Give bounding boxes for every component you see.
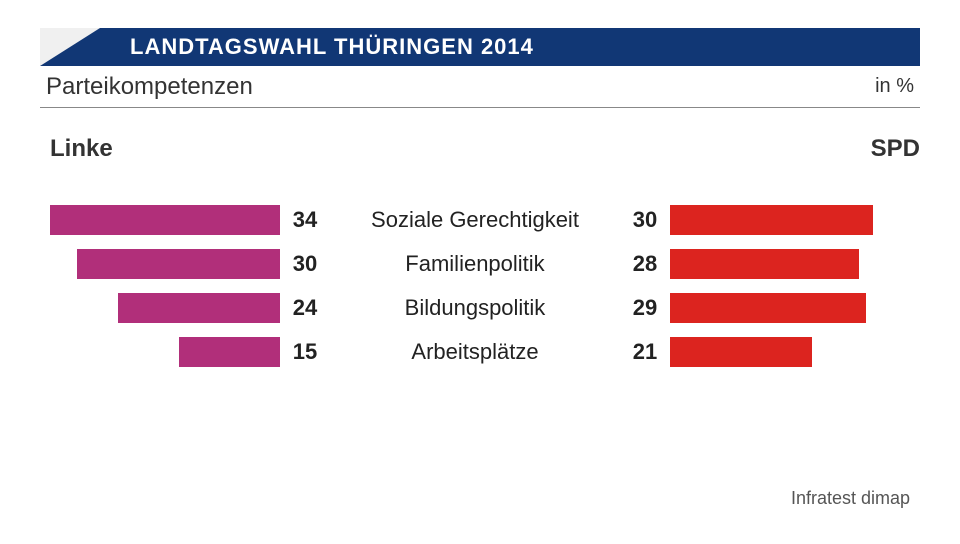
- bar-right-container: [670, 249, 900, 279]
- unit-label: in %: [875, 75, 914, 98]
- value-right: 30: [620, 207, 670, 233]
- bar-right-container: [670, 205, 900, 235]
- bar-right: [670, 249, 859, 279]
- category-label: Familienpolitik: [330, 248, 620, 280]
- header-band: LANDTAGSWAHL THÜRINGEN 2014: [40, 28, 920, 66]
- bar-right: [670, 293, 866, 323]
- bar-left: [50, 205, 280, 235]
- party-right-label: SPD: [871, 135, 920, 163]
- subtitle: Parteikompetenzen: [46, 73, 253, 101]
- chart-row: 15Arbeitsplätze21: [50, 332, 910, 372]
- value-right: 28: [620, 251, 670, 277]
- bar-right-container: [670, 337, 900, 367]
- chart-area: 34Soziale Gerechtigkeit3030Familienpolit…: [50, 200, 910, 376]
- source-attribution: Infratest dimap: [791, 488, 910, 509]
- bar-left: [179, 337, 280, 367]
- bar-left: [118, 293, 280, 323]
- category-label: Soziale Gerechtigkeit: [330, 204, 620, 236]
- value-left: 30: [280, 251, 330, 277]
- bar-left: [77, 249, 280, 279]
- value-left: 34: [280, 207, 330, 233]
- party-left-label: Linke: [50, 135, 113, 163]
- bar-right: [670, 337, 812, 367]
- bar-left-container: [50, 293, 280, 323]
- chart-row: 24Bildungspolitik29: [50, 288, 910, 328]
- chart-row: 30Familienpolitik28: [50, 244, 910, 284]
- subheader-row: Parteikompetenzen in %: [40, 66, 920, 108]
- value-left: 24: [280, 295, 330, 321]
- header-title: LANDTAGSWAHL THÜRINGEN 2014: [130, 34, 534, 60]
- category-label: Arbeitsplätze: [330, 336, 620, 368]
- value-right: 29: [620, 295, 670, 321]
- value-right: 21: [620, 339, 670, 365]
- bar-right-container: [670, 293, 900, 323]
- bar-left-container: [50, 337, 280, 367]
- category-label: Bildungspolitik: [330, 292, 620, 324]
- bar-left-container: [50, 205, 280, 235]
- value-left: 15: [280, 339, 330, 365]
- bar-right: [670, 205, 873, 235]
- chart-row: 34Soziale Gerechtigkeit30: [50, 200, 910, 240]
- party-labels: Linke SPD: [50, 135, 920, 163]
- bar-left-container: [50, 249, 280, 279]
